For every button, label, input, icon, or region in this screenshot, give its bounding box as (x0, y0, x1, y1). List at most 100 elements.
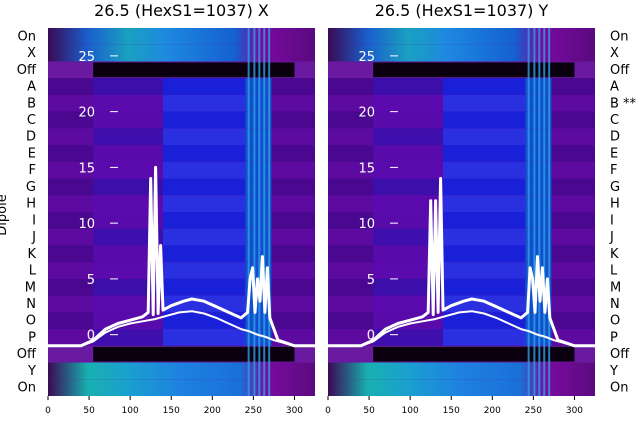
chart-title: 26.5 (HexS1=1037) X (94, 1, 269, 20)
heatmap-row-band-center (443, 145, 526, 162)
heatmap-row-band-left (93, 329, 164, 346)
heatmap-row-band-left (93, 111, 164, 129)
x-tick-label: 100 (402, 406, 419, 416)
row-label: P (610, 330, 618, 345)
heatmap-row-band-center (443, 161, 526, 179)
inner-y-tick-label: 10 (358, 217, 375, 232)
heatmap-stripe (527, 28, 530, 396)
row-label: I (610, 213, 614, 228)
row-label: L (29, 264, 37, 279)
heatmap-stripe (263, 28, 266, 396)
y-axis-label: Dipole (0, 194, 10, 235)
inner-y-tick-label: 25 (78, 50, 95, 65)
row-label: B ** (610, 96, 637, 111)
heatmap-row-on (48, 28, 315, 45)
heatmap-row-band-center (163, 195, 246, 212)
inner-y-tick-label: 0 (87, 329, 95, 344)
row-label: On (18, 381, 36, 396)
row-label: Off (610, 347, 630, 362)
row-label: A (610, 80, 619, 95)
x-tick-label: 100 (122, 406, 139, 416)
heatmap-row-band-center (443, 78, 526, 95)
heatmap-row-band-left (373, 161, 444, 179)
heatmap-row-band-center (443, 94, 526, 112)
heatmap-row-band-left (373, 195, 444, 212)
heatmap-row-band-center (163, 161, 246, 179)
heatmap-row-band-left (373, 245, 444, 263)
heatmap-row-band-left (93, 212, 164, 229)
heatmap-row-band-center (443, 195, 526, 212)
row-label: J (31, 230, 36, 245)
x-tick-label: 0 (45, 406, 51, 416)
heatmap-row-band-left (93, 178, 164, 196)
heatmap-row-band-center (443, 312, 526, 330)
heatmap-row-band-left (373, 145, 444, 162)
inner-y-tick-label: 10 (78, 217, 95, 232)
heatmap-row-band-center (163, 78, 246, 95)
heatmap-row-band-left (93, 262, 164, 279)
heatmap-row-band-center (163, 128, 246, 146)
heatmap-row-band-left (373, 212, 444, 229)
row-label: K (27, 247, 36, 262)
heatmap-stripe (247, 28, 250, 396)
row-label: Off (610, 63, 630, 78)
panel-x: 26.5 (HexS1=1037) XOnXOffABCDEFGHIJKLMNO… (17, 1, 315, 416)
heatmap-row-band-left (373, 78, 444, 95)
heatmap-row-band-left (93, 94, 164, 112)
heatmap-stripe (543, 28, 546, 396)
inner-y-tick-label: 20 (358, 106, 375, 121)
heatmap-row-on (48, 379, 315, 396)
row-label: N (610, 297, 620, 312)
chart-title: 26.5 (HexS1=1037) Y (375, 1, 549, 20)
inner-y-tick-label: 20 (78, 106, 95, 121)
heatmap-row-band-center (443, 245, 526, 263)
heatmap-row-band-center (443, 111, 526, 129)
heatmap-stripe (548, 28, 551, 396)
heatmap-row-band-center (163, 111, 246, 129)
heatmap-row-band-left (93, 245, 164, 263)
heatmap-row-band-left (373, 262, 444, 279)
x-tick-label: 150 (443, 406, 460, 416)
trace-line (48, 310, 315, 347)
trace-line (48, 165, 315, 348)
row-label: C (27, 113, 36, 128)
row-label: X (27, 46, 36, 61)
x-tick-label: 50 (83, 406, 95, 416)
row-label: P (28, 330, 36, 345)
heatmap-row-band-left (373, 111, 444, 129)
heatmap-row-band-center (163, 312, 246, 330)
heatmap-row-band-center (443, 212, 526, 229)
inner-y-tick-label: 0 (367, 329, 375, 344)
heatmap-row-band-center (163, 212, 246, 229)
row-label: H (26, 197, 36, 212)
row-label: Off (17, 63, 37, 78)
heatmap-row-band-left (93, 78, 164, 95)
heatmap-row-band-center (163, 262, 246, 279)
row-label: On (610, 381, 628, 396)
inner-y-tick-label: 15 (78, 161, 95, 176)
row-label: J (609, 230, 614, 245)
heatmap-row-on (328, 362, 595, 380)
row-label: F (610, 163, 617, 178)
heatmap-row-band-left (93, 161, 164, 179)
row-label: M (25, 280, 36, 295)
row-label: O (610, 314, 620, 329)
heatmap-row-band-left (373, 278, 444, 296)
x-tick-label: 250 (525, 406, 542, 416)
heatmap-row-band-left (373, 228, 444, 246)
heatmap-row-band-center (163, 329, 246, 346)
heatmap-row-on (328, 28, 595, 45)
heatmap-row-band-center (163, 228, 246, 246)
row-label: L (610, 264, 618, 279)
x-tick-label: 0 (325, 406, 331, 416)
panel-y: 26.5 (HexS1=1037) Y On X Off AB ** CDEFGHIJKL… (325, 1, 636, 416)
x-tick-label: 250 (245, 406, 262, 416)
trace-line (328, 310, 595, 347)
heatmap-stripe (258, 28, 261, 396)
heatmap-row-band-center (443, 178, 526, 196)
row-label: Y (27, 364, 36, 379)
heatmap-row-band-left (93, 295, 164, 313)
heatmap-row-band-left (373, 295, 444, 313)
heatmap-row-band-center (443, 228, 526, 246)
